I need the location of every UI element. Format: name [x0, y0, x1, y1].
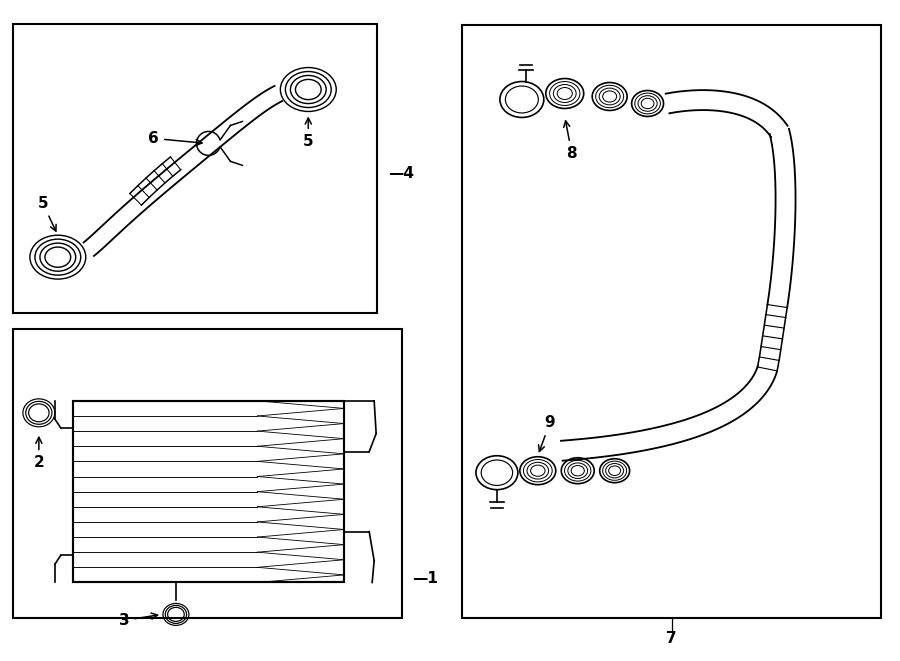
Bar [13, 329, 402, 619]
Text: —4: —4 [388, 166, 414, 181]
Text: 9: 9 [538, 415, 555, 451]
Text: 5: 5 [303, 118, 313, 149]
Text: 5: 5 [38, 196, 56, 231]
Text: 8: 8 [563, 121, 577, 161]
Text: 2: 2 [33, 438, 44, 470]
Text: 6: 6 [148, 131, 202, 146]
Bar [73, 401, 344, 582]
Bar [462, 24, 881, 619]
Bar [13, 24, 377, 313]
Text: 3: 3 [119, 613, 158, 628]
Text: —1: —1 [412, 571, 438, 586]
Text: 7: 7 [666, 631, 677, 646]
